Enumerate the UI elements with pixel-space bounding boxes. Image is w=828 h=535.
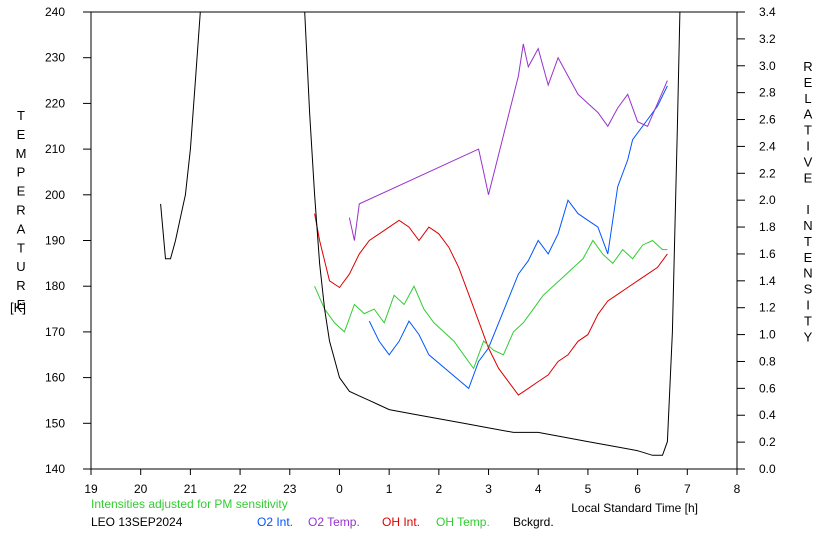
left-axis-title-letter: U — [16, 259, 25, 274]
right-axis-title-letter: E — [804, 250, 813, 265]
left-axis-title-letter: E — [17, 184, 26, 199]
left-tick-label: 200 — [45, 188, 65, 202]
right-y-axis: 0.0 0.2 0.4 0.6 0.8 1.0 1.2 1.4 1.6 1.8 2.0 2.2 2.4 2… — [737, 5, 776, 476]
left-axis-title-letter: M — [16, 146, 27, 161]
x-tick-label: 19 — [84, 482, 98, 496]
legend-entry: O2 Temp. — [308, 515, 360, 529]
left-tick-label: 220 — [45, 96, 65, 110]
right-tick-label: 3.4 — [759, 5, 776, 19]
x-tick-label: 0 — [336, 482, 343, 496]
left-axis-title-letter: A — [17, 221, 26, 236]
x-axis-label: Local Standard Time [h] — [571, 501, 698, 515]
right-axis-title-letter: T — [804, 313, 812, 328]
right-tick-label: 0.8 — [759, 354, 776, 368]
right-axis-title-letter: N — [803, 218, 812, 233]
plot-frame — [90, 11, 738, 470]
x-tick-label: 1 — [386, 482, 393, 496]
x-tick-label: 22 — [233, 482, 247, 496]
series-o2-int — [368, 85, 668, 390]
right-tick-label: 0.6 — [759, 381, 776, 395]
right-tick-label: 1.8 — [759, 220, 776, 234]
right-tick-label: 3.2 — [759, 32, 776, 46]
series-bckgrd — [160, 11, 681, 456]
x-tick-label: 8 — [734, 482, 741, 496]
left-tick-label: 150 — [45, 416, 65, 430]
left-axis-title-letter: P — [17, 165, 26, 180]
right-axis-title-letter: I — [806, 139, 810, 154]
series-o2-temp — [348, 43, 668, 241]
right-axis-title-letter: E — [804, 75, 813, 90]
right-tick-label: 1.4 — [759, 274, 776, 288]
right-tick-label: 3.0 — [759, 59, 776, 73]
left-tick-label: 230 — [45, 51, 65, 65]
x-tick-label: 21 — [184, 482, 198, 496]
right-axis-title-letter: Y — [804, 329, 813, 344]
right-axis-title-letter: V — [804, 154, 813, 169]
x-tick-label: 20 — [134, 482, 148, 496]
x-tick-label: 6 — [634, 482, 641, 496]
legend-entry: Bckgrd. — [513, 515, 554, 529]
right-axis-title-letter: E — [804, 170, 813, 185]
right-tick-label: 1.6 — [759, 247, 776, 261]
series-oh-int — [314, 213, 668, 396]
right-axis-title-letter: A — [804, 107, 813, 122]
left-y-axis: 140 150 160 170 180 190 200 210 220 230 240 — [45, 5, 91, 476]
left-tick-label: 210 — [45, 142, 65, 156]
legend-entry: OH Int. — [382, 515, 420, 529]
legend-entry: OH Temp. — [436, 515, 490, 529]
right-axis-title-letter: L — [804, 91, 811, 106]
right-axis-title-letter: S — [804, 282, 813, 297]
left-tick-label: 240 — [45, 5, 65, 19]
right-axis-title-letter: I — [806, 298, 810, 313]
left-tick-label: 180 — [45, 279, 65, 293]
x-axis: 19 20 21 22 23 0 1 2 3 4 5 6 7 8 — [84, 469, 741, 496]
right-tick-label: 2.4 — [759, 139, 776, 153]
x-tick-label: 3 — [485, 482, 492, 496]
right-axis-title-letter: N — [803, 266, 812, 281]
right-tick-label: 0.4 — [759, 408, 776, 422]
right-axis-title-letter: I — [806, 202, 810, 217]
left-tick-label: 160 — [45, 371, 65, 385]
left-axis-title-letter: E — [17, 127, 26, 142]
left-axis-title-letter: T — [17, 240, 25, 255]
left-axis-title-letter: E — [17, 297, 26, 312]
chart-note: Intensities adjusted for PM sensitivity — [91, 497, 288, 511]
right-tick-label: 0.2 — [759, 435, 776, 449]
station-label: LEO 13SEP2024 — [91, 515, 183, 529]
right-tick-label: 1.0 — [759, 328, 776, 342]
series-oh-temp — [314, 239, 668, 370]
series-layer — [160, 11, 681, 456]
legend-entry: O2 Int. — [257, 515, 293, 529]
right-axis-title-letter: R — [803, 59, 812, 74]
x-tick-label: 23 — [283, 482, 297, 496]
x-tick-label: 4 — [535, 482, 542, 496]
left-axis-title-letter: T — [17, 108, 25, 123]
left-axis-title-letter: R — [16, 278, 25, 293]
x-tick-label: 5 — [585, 482, 592, 496]
right-tick-label: 2.0 — [759, 193, 776, 207]
right-tick-label: 0.0 — [759, 462, 776, 476]
left-tick-label: 170 — [45, 325, 65, 339]
left-axis-unit: [K] — [10, 300, 26, 315]
right-tick-label: 2.6 — [759, 113, 776, 127]
right-tick-label: 2.8 — [759, 86, 776, 100]
x-tick-label: 7 — [684, 482, 691, 496]
right-tick-label: 1.2 — [759, 301, 776, 315]
x-tick-label: 2 — [436, 482, 443, 496]
right-axis-title-letter: T — [804, 234, 812, 249]
right-axis-title-letter: T — [804, 123, 812, 138]
right-tick-label: 2.2 — [759, 166, 776, 180]
legend: O2 Int. O2 Temp. OH Int. OH Temp. Bckgrd. — [257, 515, 554, 529]
left-axis-title-letter: R — [16, 203, 25, 218]
left-tick-label: 140 — [45, 462, 65, 476]
left-tick-label: 190 — [45, 234, 65, 248]
